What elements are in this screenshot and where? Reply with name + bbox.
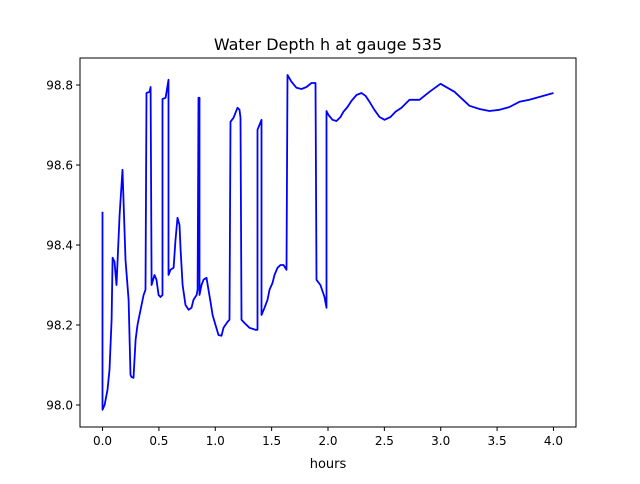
x-tick-label: 3.0: [431, 434, 450, 448]
x-tick-label: 1.0: [206, 434, 225, 448]
axes-frame: [79, 57, 577, 428]
x-tick-label: 0.5: [149, 434, 168, 448]
axis-ticks: 0.0 0.5 1.0 1.5 2.0 2.5 3.0 3.5 4.0 98.0 98.2 98.4 9…: [46, 79, 563, 449]
plot-area: [101, 74, 554, 411]
y-tick-label: 98.6: [46, 159, 73, 173]
chart-title: Water Depth h at gauge 535: [214, 35, 442, 54]
x-tick-label: 3.5: [488, 434, 507, 448]
x-tick-label: 2.5: [375, 434, 394, 448]
x-axis-label: hours: [310, 457, 347, 472]
series-line-h: [101, 74, 554, 411]
x-tick-label: 0.0: [93, 434, 112, 448]
y-tick-label: 98.2: [46, 319, 73, 333]
y-tick-label: 98.4: [46, 239, 73, 253]
x-tick-label: 4.0: [544, 434, 563, 448]
x-tick-label: 2.0: [318, 434, 337, 448]
x-tick-label: 1.5: [262, 434, 281, 448]
y-tick-label: 98.0: [46, 399, 73, 413]
y-tick-label: 98.8: [46, 79, 73, 93]
